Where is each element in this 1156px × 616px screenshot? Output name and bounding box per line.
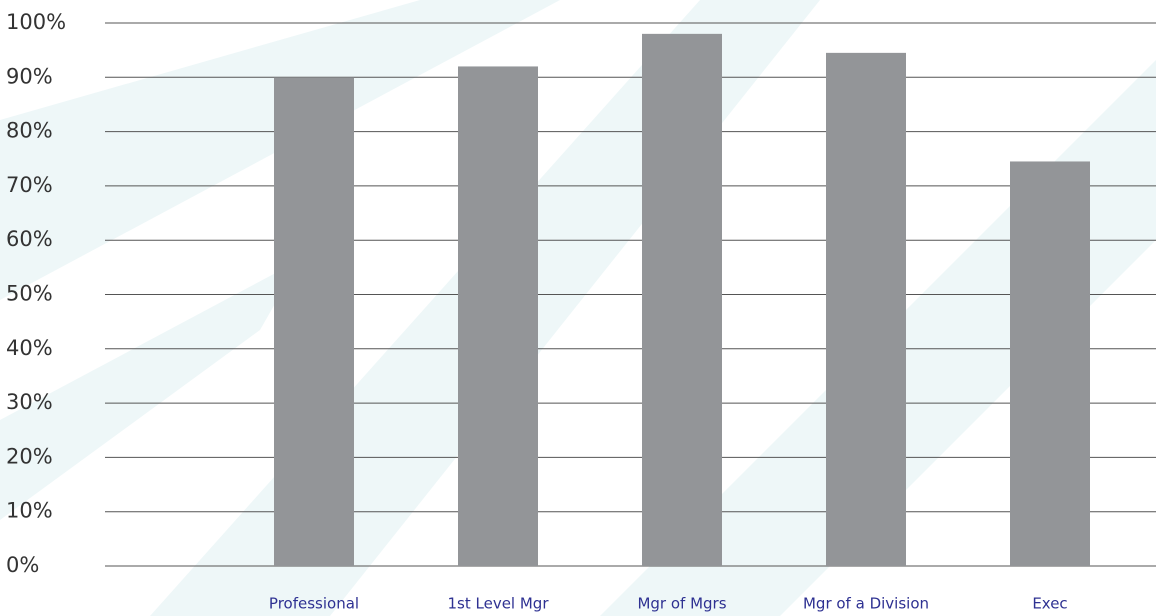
y-tick-label: 0% bbox=[6, 553, 39, 577]
y-tick-label: 60% bbox=[6, 227, 53, 251]
y-tick-label: 30% bbox=[6, 390, 53, 414]
bar bbox=[1010, 161, 1090, 566]
y-tick-label: 70% bbox=[6, 173, 53, 197]
y-tick-label: 10% bbox=[6, 499, 53, 523]
bar bbox=[826, 52, 906, 567]
y-tick-label: 90% bbox=[6, 64, 53, 88]
x-tick-label: Professional bbox=[269, 595, 359, 613]
y-tick-label: 80% bbox=[6, 119, 53, 143]
y-tick-label: 20% bbox=[6, 444, 53, 468]
y-tick-label: 40% bbox=[6, 336, 53, 360]
bar bbox=[458, 66, 538, 566]
bar bbox=[642, 33, 722, 567]
y-tick-label: 50% bbox=[6, 282, 53, 306]
x-tick-label: Mgr of a Division bbox=[803, 595, 929, 613]
x-tick-label: 1st Level Mgr bbox=[447, 595, 549, 613]
y-tick-label: 100% bbox=[6, 10, 66, 34]
bar bbox=[274, 77, 354, 567]
x-tick-label: Exec bbox=[1032, 595, 1067, 613]
x-tick-label: Mgr of Mgrs bbox=[637, 595, 726, 613]
